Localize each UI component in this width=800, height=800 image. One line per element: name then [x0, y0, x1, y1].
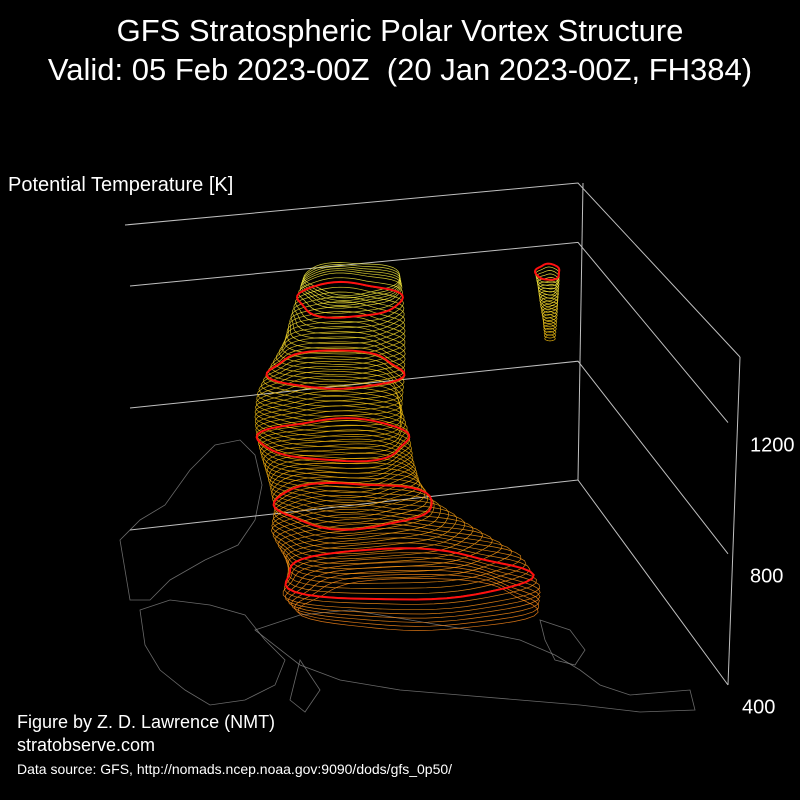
- isentropic-contour: [541, 307, 558, 319]
- isentropic-contour: [256, 375, 403, 417]
- isentropic-contour: [256, 420, 411, 465]
- isentropic-contour: [260, 434, 413, 479]
- coastline: [119, 439, 263, 601]
- grid-line: [129, 360, 729, 555]
- coastline: [539, 619, 586, 666]
- isentropic-contour: [272, 513, 483, 565]
- isentropic-contour: [289, 306, 406, 344]
- isentropic-contour: [272, 494, 449, 545]
- isentropic-contour: [544, 334, 556, 342]
- back-vertical-edge: [577, 182, 584, 481]
- isentropic-contour: [254, 395, 403, 437]
- isentropic-contour: [258, 365, 404, 407]
- isentropic-contour: [259, 429, 412, 474]
- isentropic-contour: [542, 314, 558, 324]
- coastlines: [119, 439, 696, 713]
- isentropic-contour: [541, 310, 558, 322]
- isentropic-contour: [275, 518, 493, 570]
- isentropic-contour: [292, 296, 405, 334]
- isentropic-contour: [538, 284, 559, 299]
- isentropic-contour: [542, 317, 558, 327]
- isentropic-contour: [260, 361, 405, 402]
- site-credit: stratobserve.com: [17, 735, 156, 755]
- z-tick-label: 800: [750, 565, 784, 588]
- isentropic-contour: [266, 452, 418, 498]
- main-vortex: [254, 262, 541, 631]
- isentropic-contour: [273, 490, 441, 539]
- isentropic-contour: [537, 280, 560, 296]
- isentropic-contour: [543, 324, 557, 333]
- coastline: [289, 659, 321, 713]
- isentropic-contour: [282, 557, 541, 611]
- secondary-vortex: [533, 262, 561, 342]
- z-axis-label: Potential Temperature [K]: [8, 174, 234, 196]
- isentropic-contour: [277, 523, 503, 574]
- isentropic-contour: [287, 565, 541, 619]
- isentropic-contour: [536, 273, 560, 290]
- isentropic-contour: [285, 561, 541, 615]
- isentropic-contour: [300, 270, 402, 306]
- isentropic-contour: [257, 424, 412, 469]
- isentropic-contour: [254, 390, 402, 432]
- isentropic-contour: [535, 270, 560, 287]
- highlighted-contour: [295, 280, 404, 319]
- isentropic-contour: [537, 277, 560, 293]
- isentropic-contour: [285, 537, 527, 589]
- grid-line: [124, 182, 741, 358]
- coastline: [254, 609, 696, 713]
- isentropic-contour: [256, 370, 403, 412]
- isentropic-contour: [298, 277, 403, 314]
- isentropic-contour: [264, 448, 416, 493]
- isentropic-contour: [290, 301, 405, 339]
- isentropic-contour: [281, 320, 406, 360]
- isentropic-contour: [303, 262, 401, 296]
- coastline: [139, 599, 286, 706]
- isentropic-contour: [299, 272, 403, 309]
- isentropic-contour: [301, 268, 402, 304]
- isentropic-contour: [290, 569, 540, 623]
- highlighted-contour: [272, 481, 433, 531]
- isentropic-contour: [272, 499, 457, 550]
- isentropic-contour: [293, 574, 539, 627]
- isentropic-contour: [271, 472, 426, 519]
- chart-subtitle: Valid: 05 Feb 2023-00Z (20 Jan 2023-00Z,…: [47, 52, 753, 87]
- highlighted-contour: [265, 349, 406, 390]
- isentropic-contour: [267, 346, 405, 386]
- isentropic-contour: [283, 552, 537, 605]
- isentropic-contour: [254, 400, 405, 443]
- z-tick-label: 1200: [750, 434, 795, 457]
- highlighted-contour: [255, 417, 411, 463]
- isentropic-contour: [539, 297, 558, 310]
- isentropic-contour: [280, 527, 512, 579]
- z-tick-label: 400: [742, 696, 776, 719]
- isentropic-contour: [255, 385, 402, 427]
- author-credit: Figure by Z. D. Lawrence (NMT): [17, 712, 276, 732]
- right-vertical-edge: [727, 356, 741, 686]
- isentropic-contour: [271, 508, 474, 560]
- data-source: Data source: GFS, http://nomads.ncep.noa…: [17, 761, 453, 777]
- axis-frame: [124, 182, 741, 686]
- isentropic-contour: [275, 331, 406, 371]
- highlighted-contour: [284, 547, 535, 601]
- isentropic-contour: [539, 294, 559, 308]
- highlighted-contour: [533, 262, 561, 281]
- chart-title: GFS Stratospheric Polar Vortex Structure: [116, 13, 684, 48]
- isentropic-contour: [270, 341, 406, 381]
- isentropic-contour: [273, 336, 406, 376]
- isentropic-contour: [255, 405, 406, 448]
- isentropic-contour: [286, 542, 531, 594]
- grid-line: [129, 241, 729, 423]
- isentropic-contour: [301, 266, 401, 301]
- isentropic-contour: [283, 532, 522, 584]
- isentropic-contour: [263, 443, 415, 488]
- isentropic-contour: [302, 264, 401, 299]
